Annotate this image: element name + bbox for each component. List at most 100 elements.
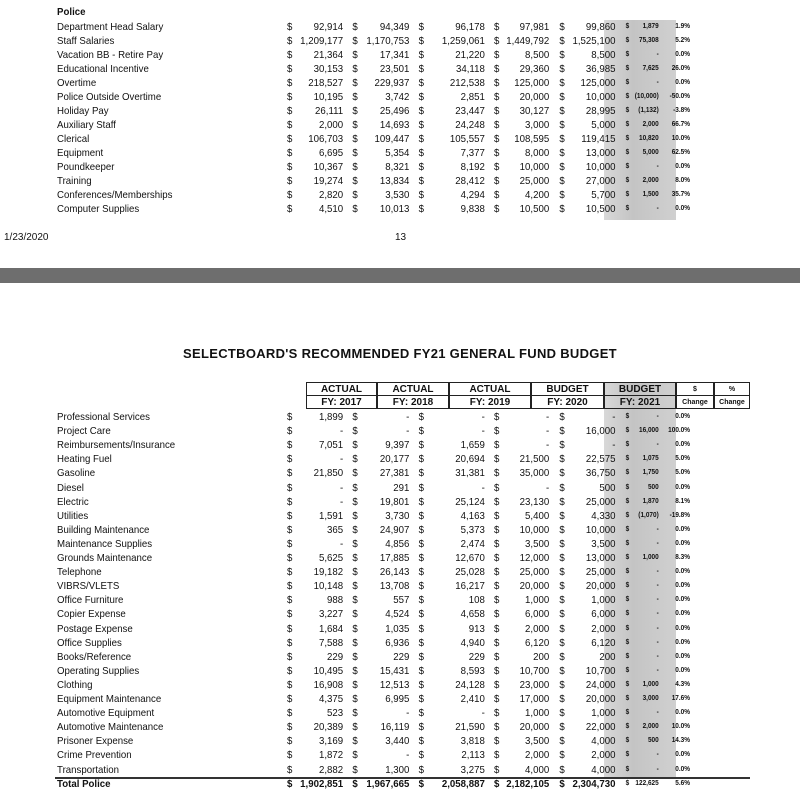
amount-cell: 20,389 [313, 721, 344, 734]
amount-cell: 5,700 [591, 189, 616, 201]
amount-cell: 25,000 [585, 495, 616, 508]
amount-cell: 17,000 [519, 693, 550, 705]
amount-cell: 4,330 [591, 509, 616, 522]
row-label: Automotive Equipment [57, 707, 155, 720]
table-row: Educational Incentive $30,153 $23,501 $34,1… [0, 62, 736, 76]
dollar-sign: $ [625, 191, 630, 198]
dollar-sign: $ [494, 91, 500, 103]
dollar-sign: $ [352, 778, 358, 790]
amount-cell: - [339, 453, 344, 466]
column-header: BUDGET FY: 2020 [531, 382, 604, 409]
dollar-sign: $ [418, 21, 424, 33]
amount-cell: 6,995 [385, 693, 410, 705]
amount-cell: 17,341 [379, 49, 410, 61]
dollar-sign: $ [559, 707, 565, 720]
amount-cell: 10,367 [313, 161, 344, 173]
amount-cell: 3,440 [385, 735, 410, 748]
amount-cell: 1,449,792 [506, 35, 550, 47]
column-header-top: % [715, 383, 749, 396]
dollar-sign: $ [559, 77, 565, 89]
change-percent: 0.0% [675, 652, 690, 660]
dollar-sign: $ [287, 566, 293, 579]
dollar-sign: $ [287, 735, 293, 748]
amount-cell: 1,035 [385, 622, 410, 635]
change-percent: 5.0% [675, 469, 690, 477]
amount-cell: 20,177 [379, 453, 410, 466]
amount-cell: 8,000 [525, 147, 550, 159]
row-label: Building Maintenance [57, 523, 150, 536]
dollar-sign: $ [559, 21, 565, 33]
dollar-sign: $ [287, 749, 293, 762]
amount-cell: 23,000 [519, 678, 550, 691]
amount-cell: 3,500 [525, 735, 550, 748]
amount-cell: 5,354 [385, 147, 410, 159]
amount-cell: 1,684 [318, 622, 344, 635]
change-amount: - [656, 539, 659, 547]
dollar-sign: $ [287, 411, 293, 423]
row-label: Professional Services [57, 411, 150, 423]
dollar-sign: $ [559, 552, 565, 564]
dollar-sign: $ [494, 147, 500, 159]
dollar-sign: $ [418, 481, 424, 494]
row-label: Conferences/Memberships [57, 189, 173, 201]
section-title: Police [57, 6, 86, 18]
amount-cell: 4,524 [385, 608, 410, 621]
amount-cell: 24,128 [455, 678, 485, 691]
row-label: Operating Supplies [57, 664, 140, 677]
amount-cell: 2,851 [460, 91, 485, 103]
dollar-sign: $ [352, 763, 358, 776]
amount-cell: 4,294 [460, 189, 485, 201]
amount-cell: 99,860 [585, 21, 616, 33]
dollar-sign: $ [559, 622, 565, 635]
amount-cell: 8,321 [385, 161, 410, 173]
table-row: Equipment $6,695 $5,354 $7,377 $8,000 $13,000… [0, 146, 736, 160]
table-row: Reimbursements/Insurance $7,051 $9,397 $1,6… [0, 438, 736, 452]
change-amount: (1,070) [638, 511, 659, 519]
table-row: Prisoner Expense $3,169 $3,440 $3,818 $3,500… [0, 734, 736, 748]
amount-cell: 2,000 [525, 622, 550, 635]
dollar-sign: $ [352, 707, 358, 720]
amount-cell: 20,000 [585, 693, 616, 705]
dollar-sign: $ [287, 763, 293, 776]
row-label: Department Head Salary [57, 21, 164, 33]
column-header-top: BUDGET [532, 383, 603, 396]
change-amount: 1,500 [642, 191, 659, 198]
table-row: Utilities $1,591 $3,730 $4,163 $5,400 $4,330 $… [0, 509, 736, 523]
amount-cell: 22,575 [585, 453, 616, 466]
amount-cell: 35,000 [519, 467, 550, 480]
amount-cell: 523 [327, 707, 344, 720]
dollar-sign: $ [287, 580, 293, 593]
dollar-sign: $ [625, 582, 630, 590]
amount-cell: - [546, 425, 550, 438]
dollar-sign: $ [494, 664, 500, 677]
amount-cell: 25,000 [519, 175, 550, 187]
row-label: Project Care [57, 425, 111, 438]
dollar-sign: $ [352, 481, 358, 494]
column-header-top: ACTUAL [307, 383, 376, 396]
amount-cell: 29,360 [519, 63, 550, 75]
change-amount: 1,879 [642, 23, 659, 30]
amount-cell: 8,192 [460, 161, 485, 173]
dollar-sign: $ [352, 735, 358, 748]
amount-cell: 2,058,887 [441, 778, 485, 790]
amount-cell: 10,000 [585, 91, 616, 103]
dollar-sign: $ [625, 163, 630, 170]
change-amount: - [656, 709, 659, 717]
dollar-sign: $ [625, 23, 630, 30]
dollar-sign: $ [352, 425, 358, 438]
amount-cell: 6,000 [525, 608, 550, 621]
dollar-sign: $ [625, 624, 630, 632]
row-label: Clothing [57, 678, 93, 691]
amount-cell: 2,000 [591, 622, 616, 635]
change-amount: - [656, 652, 659, 660]
amount-cell: 5,625 [318, 552, 344, 564]
amount-cell: 4,000 [591, 763, 616, 776]
dollar-sign: $ [494, 495, 500, 508]
dollar-sign: $ [625, 709, 630, 717]
dollar-sign: $ [494, 693, 500, 705]
dollar-sign: $ [494, 678, 500, 691]
table-row: Automotive Equipment $523 $ - $ - $1,000 $1,000… [0, 706, 736, 720]
change-percent: 0.0% [675, 751, 690, 759]
dollar-sign: $ [625, 638, 630, 646]
dollar-sign: $ [418, 175, 424, 187]
